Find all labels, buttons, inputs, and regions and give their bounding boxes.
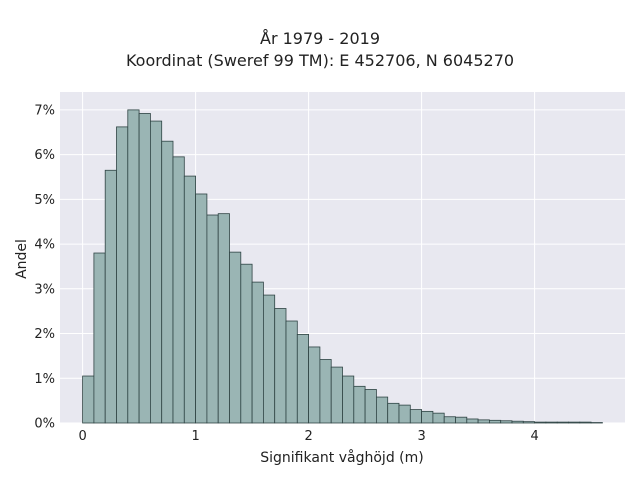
histogram-bar (319, 359, 332, 424)
histogram-bar (149, 120, 163, 424)
histogram-bar (398, 404, 411, 424)
histogram-bar (568, 421, 581, 424)
y-tick-label: 0% (34, 417, 55, 432)
histogram-bar (93, 252, 106, 424)
histogram-bar (500, 420, 513, 424)
y-tick-label: 4% (34, 238, 55, 253)
histogram-bar (308, 346, 321, 424)
histogram-bar (534, 421, 547, 424)
histogram-bar (477, 419, 490, 424)
histogram-bar (556, 421, 569, 424)
y-tick-label: 2% (34, 327, 55, 342)
histogram-bar (296, 334, 309, 424)
x-tick-label: 3 (417, 429, 425, 444)
histogram-bar (262, 294, 276, 424)
histogram-bar (579, 421, 592, 424)
y-axis-label: Andel (14, 239, 30, 279)
x-axis-ticks: 0 1 2 3 4 (78, 429, 538, 444)
histogram-bar (488, 419, 502, 424)
y-axis-ticks: 0% 1% 2% 3% 4% 5% 6% 7% (34, 103, 55, 431)
y-tick-label: 7% (34, 103, 55, 118)
histogram-bar (432, 412, 445, 424)
x-tick-label: 2 (304, 429, 312, 444)
histogram-bar (251, 281, 264, 424)
histogram-bar (116, 126, 129, 424)
histogram-bar (172, 156, 185, 424)
histogram-bar (511, 420, 524, 424)
histogram-bar (364, 389, 377, 424)
histogram-bar (127, 109, 140, 424)
histogram-bar (229, 251, 242, 424)
histogram-bar (183, 175, 197, 424)
histogram-bar (104, 169, 117, 424)
x-tick-label: 0 (78, 429, 86, 444)
histogram-bar (240, 263, 253, 424)
y-tick-label: 3% (34, 282, 55, 297)
x-axis-label: Signifikant våghöjd (m) (260, 449, 423, 466)
histogram-bar (330, 366, 343, 424)
y-tick-label: 5% (34, 193, 55, 208)
histogram-bar (217, 213, 230, 424)
histogram-bar (375, 396, 389, 424)
histogram-bar (387, 402, 400, 424)
y-tick-label: 1% (34, 372, 55, 387)
histogram-bar (421, 410, 434, 424)
histogram-bars (82, 109, 603, 424)
histogram-bar (522, 421, 535, 424)
x-tick-label: 1 (191, 429, 199, 444)
histogram-bar (274, 308, 287, 424)
y-tick-label: 6% (34, 148, 55, 163)
chart-title: År 1979 - 2019 (260, 29, 380, 48)
histogram-bar (443, 416, 456, 424)
histogram-bar (138, 113, 151, 424)
histogram-bar (206, 214, 219, 424)
histogram-bar (82, 375, 95, 424)
histogram-bar (409, 409, 422, 424)
histogram-bar (466, 418, 479, 424)
x-tick-label: 4 (530, 429, 538, 444)
chart-subtitle: Koordinat (Sweref 99 TM): E 452706, N 60… (125, 51, 515, 70)
histogram-bar (545, 421, 558, 424)
histogram-bar (195, 193, 208, 424)
histogram-bar (285, 320, 298, 424)
histogram-bar (161, 140, 174, 424)
histogram-bar (455, 416, 468, 424)
histogram-bar (342, 375, 355, 424)
histogram-bar (353, 385, 366, 424)
